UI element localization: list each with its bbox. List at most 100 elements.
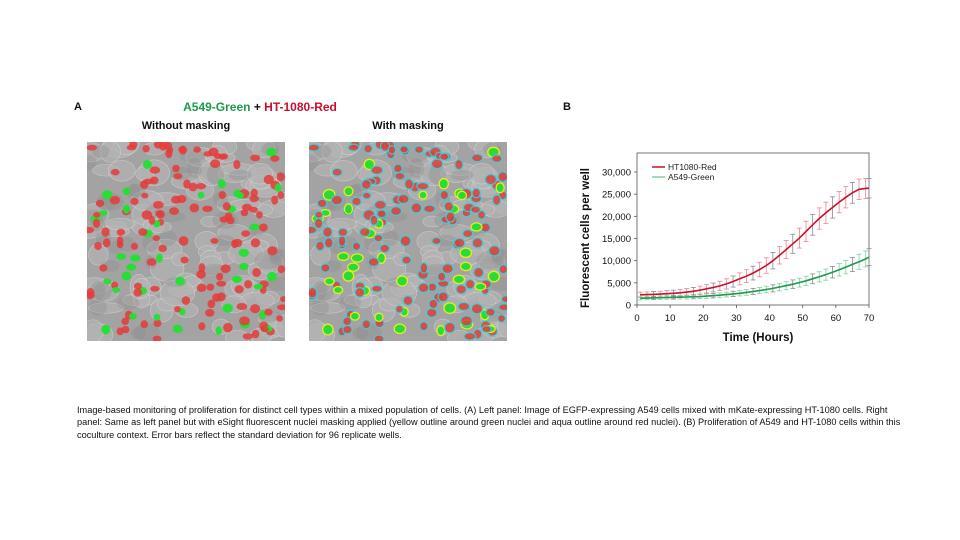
red-nucleus	[250, 154, 261, 162]
x-tick-label: 70	[864, 313, 875, 324]
red-nucleus	[222, 202, 231, 211]
red-nucleus	[210, 238, 219, 244]
red-nucleus-masked	[470, 302, 484, 315]
green-nucleus-masked	[459, 247, 473, 259]
red-nucleus	[174, 305, 181, 313]
red-nucleus	[250, 188, 258, 198]
green-nucleus	[101, 324, 111, 335]
green-nucleus	[236, 191, 244, 200]
green-nucleus	[142, 159, 152, 169]
cell-shadow	[134, 323, 160, 341]
green-nucleus-masked	[374, 312, 384, 323]
red-nucleus-masked	[369, 214, 379, 227]
red-nucleus-masked	[430, 158, 444, 170]
red-nucleus	[206, 283, 215, 291]
cell-shadow	[311, 298, 329, 316]
red-nucleus-masked	[361, 191, 372, 200]
green-nucleus	[99, 210, 108, 216]
red-nucleus-masked	[496, 313, 507, 324]
red-nucleus-masked	[370, 284, 383, 293]
red-nucleus	[223, 322, 233, 333]
red-nucleus	[110, 168, 120, 176]
red-nucleus-masked	[309, 225, 318, 235]
red-nucleus-masked	[425, 307, 438, 319]
red-nucleus	[87, 287, 95, 298]
red-nucleus-masked	[370, 165, 384, 176]
red-nucleus	[233, 160, 241, 170]
red-nucleus-masked	[500, 294, 507, 304]
red-nucleus	[149, 166, 161, 174]
red-nucleus-masked	[443, 201, 454, 212]
red-nucleus	[198, 322, 206, 331]
red-nucleus-masked	[330, 194, 344, 206]
red-nucleus	[271, 195, 279, 205]
red-nucleus	[140, 320, 148, 329]
red-nucleus	[130, 242, 139, 250]
red-nucleus	[241, 230, 251, 237]
y-tick-label: 10,000	[602, 256, 631, 267]
red-nucleus-masked	[342, 324, 353, 335]
red-nucleus-masked	[358, 226, 371, 238]
green-nucleus	[231, 275, 242, 283]
red-nucleus	[121, 317, 129, 326]
red-nucleus-masked	[464, 278, 476, 290]
red-nucleus	[196, 269, 206, 279]
red-nucleus-masked	[461, 229, 474, 239]
green-nucleus-masked	[459, 261, 472, 272]
red-nucleus-masked	[337, 227, 349, 238]
red-nucleus-masked	[431, 236, 442, 246]
red-nucleus-masked	[410, 202, 423, 214]
cell-shadow	[206, 164, 225, 185]
red-nucleus-masked	[439, 152, 450, 162]
red-nucleus-masked	[316, 198, 328, 209]
cell-shadow	[352, 326, 369, 340]
red-nucleus	[109, 195, 121, 205]
red-nucleus	[178, 236, 189, 246]
red-nucleus	[205, 308, 215, 317]
red-nucleus-masked	[481, 324, 492, 334]
red-nucleus	[180, 256, 189, 264]
left-image-subtitle: Without masking	[141, 120, 231, 132]
red-nucleus-masked	[491, 194, 502, 206]
green-nucleus	[126, 263, 137, 271]
green-nucleus	[253, 283, 264, 290]
green-nucleus-masked	[495, 182, 505, 194]
red-nucleus-masked	[436, 271, 447, 282]
cell-shadow	[309, 154, 319, 171]
red-nucleus	[276, 315, 283, 322]
cell-shadow	[158, 211, 186, 222]
red-nucleus-masked	[445, 211, 456, 223]
red-nucleus	[270, 155, 280, 162]
red-nucleus	[173, 173, 183, 180]
red-nucleus	[210, 159, 221, 169]
cell-body	[99, 142, 121, 163]
red-nucleus	[99, 264, 108, 272]
red-nucleus-masked	[351, 196, 362, 207]
red-nucleus	[181, 296, 191, 305]
red-nucleus	[251, 329, 260, 339]
legend-label-red: HT1080-Red	[668, 162, 717, 172]
red-nucleus-masked	[376, 209, 387, 219]
red-nucleus	[126, 144, 137, 151]
cell-shadow	[450, 169, 474, 181]
red-nucleus-masked	[441, 262, 454, 275]
red-nucleus	[188, 182, 198, 192]
red-nucleus-masked	[404, 178, 414, 190]
red-nucleus	[189, 203, 200, 213]
micrograph-with-masking	[309, 142, 507, 341]
x-tick-label: 60	[831, 313, 842, 324]
red-nucleus-masked	[443, 321, 456, 334]
green-nucleus	[129, 254, 141, 262]
red-nucleus	[258, 223, 268, 232]
series-line-green	[640, 256, 870, 300]
red-nucleus-masked	[342, 316, 353, 327]
legend-label-green: A549-Green	[668, 172, 715, 182]
red-nucleus	[152, 335, 162, 341]
cell-shadow	[130, 326, 147, 340]
chart-legend: HT1080-Red A549-Green	[652, 162, 717, 182]
green-nucleus	[249, 223, 260, 231]
red-nucleus-masked	[498, 263, 507, 275]
green-nucleus	[266, 147, 277, 157]
title-plus: +	[250, 100, 265, 114]
red-nucleus	[232, 238, 243, 248]
